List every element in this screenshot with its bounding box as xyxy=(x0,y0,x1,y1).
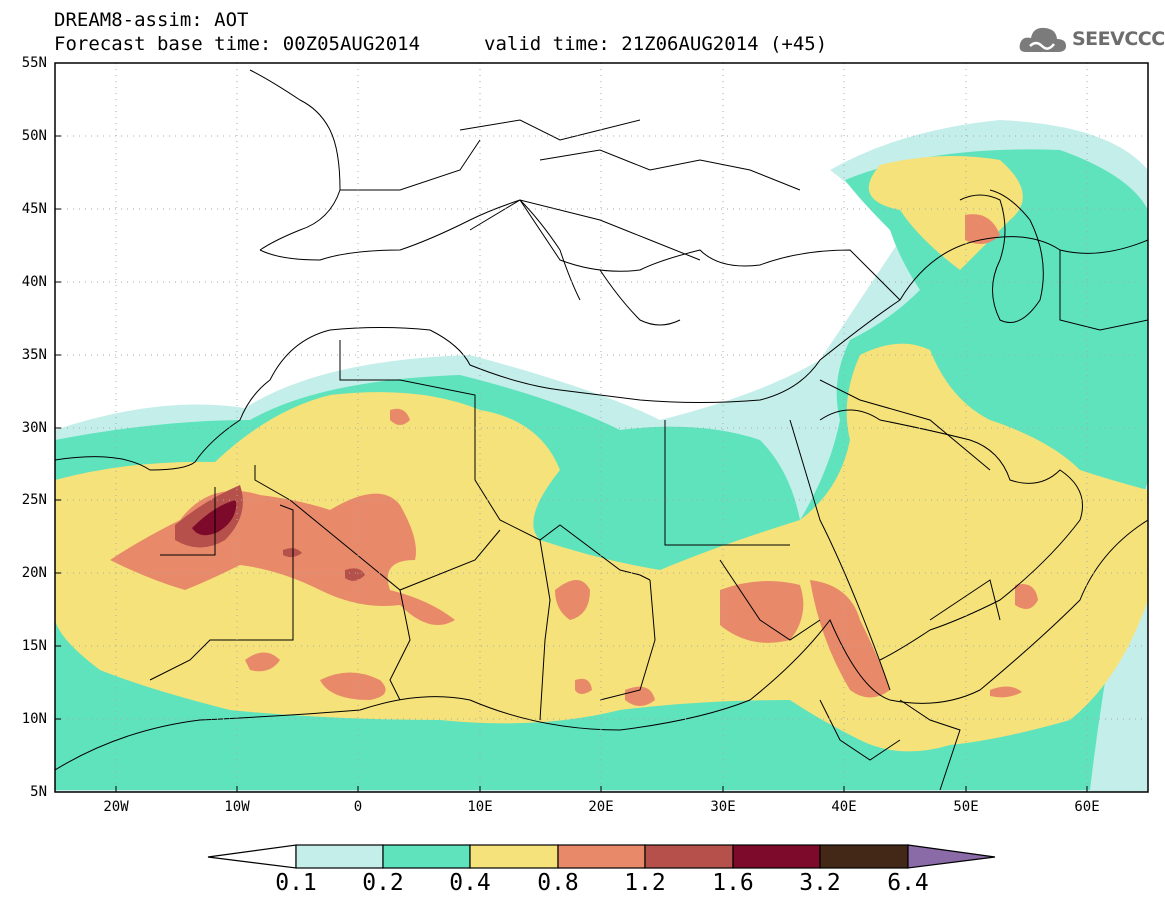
colorbar-box-0.2 xyxy=(382,844,471,869)
lat-label: 30N xyxy=(21,420,47,436)
map-frame xyxy=(54,62,1149,793)
cloud-icon xyxy=(1019,27,1066,52)
seevccc-logo: SEEVCCC xyxy=(1018,22,1165,58)
map-coastlines xyxy=(55,69,1148,771)
colorbar-label: 0.1 xyxy=(275,870,317,896)
colorbar-under-arrow xyxy=(207,844,297,869)
lat-label: 45N xyxy=(21,201,47,217)
map-gridlines xyxy=(55,63,1148,792)
aot-fields xyxy=(55,120,1148,792)
lon-label: 0 xyxy=(353,799,363,815)
lon-label: 10E xyxy=(467,799,493,815)
lon-label: 40E xyxy=(831,799,857,815)
colorbar-box-3.2 xyxy=(819,844,909,869)
colorbar-over-arrow xyxy=(907,844,996,869)
lat-label: 50N xyxy=(21,128,47,144)
lat-label: 40N xyxy=(21,274,47,290)
colorbar-box-0.1 xyxy=(295,844,384,869)
colorbar-label: 3.2 xyxy=(799,870,841,896)
lon-label: 20E xyxy=(588,799,614,815)
colorbar-box-1.6 xyxy=(732,844,821,869)
lon-label: 20W xyxy=(103,799,129,815)
colorbar-label: 6.4 xyxy=(887,870,929,896)
lat-label: 5N xyxy=(30,784,47,800)
logo-text: SEEVCCC xyxy=(1072,28,1165,50)
aot-band-1.6 xyxy=(192,500,237,536)
lon-label: 60E xyxy=(1074,799,1100,815)
colorbar-label: 0.4 xyxy=(449,870,491,896)
colorbar xyxy=(207,844,996,869)
lon-label: 30E xyxy=(710,799,736,815)
forecast-base-time: Forecast base time: 00Z05AUG2014 xyxy=(54,33,421,55)
lon-label: 10W xyxy=(224,799,250,815)
colorbar-box-0.4 xyxy=(469,844,559,869)
lon-label: 50E xyxy=(953,799,979,815)
colorbar-label: 0.2 xyxy=(362,870,404,896)
lat-label: 20N xyxy=(21,565,47,581)
axis-ticks xyxy=(55,135,1088,792)
colorbar-box-0.8 xyxy=(557,844,646,869)
colorbar-label: 0.8 xyxy=(537,870,579,896)
lat-label: 10N xyxy=(21,711,47,727)
colorbar-label: 1.2 xyxy=(624,870,666,896)
map-borders xyxy=(149,119,1148,791)
lat-label: 35N xyxy=(21,347,47,363)
valid-time: valid time: 21Z06AUG2014 (+45) xyxy=(484,33,828,55)
colorbar-label: 1.6 xyxy=(712,870,754,896)
lat-label: 25N xyxy=(21,492,47,508)
chart-title: DREAM8-assim: AOT xyxy=(54,9,249,31)
lat-label: 15N xyxy=(21,638,47,654)
lat-label: 55N xyxy=(21,55,47,71)
colorbar-box-1.2 xyxy=(644,844,734,869)
